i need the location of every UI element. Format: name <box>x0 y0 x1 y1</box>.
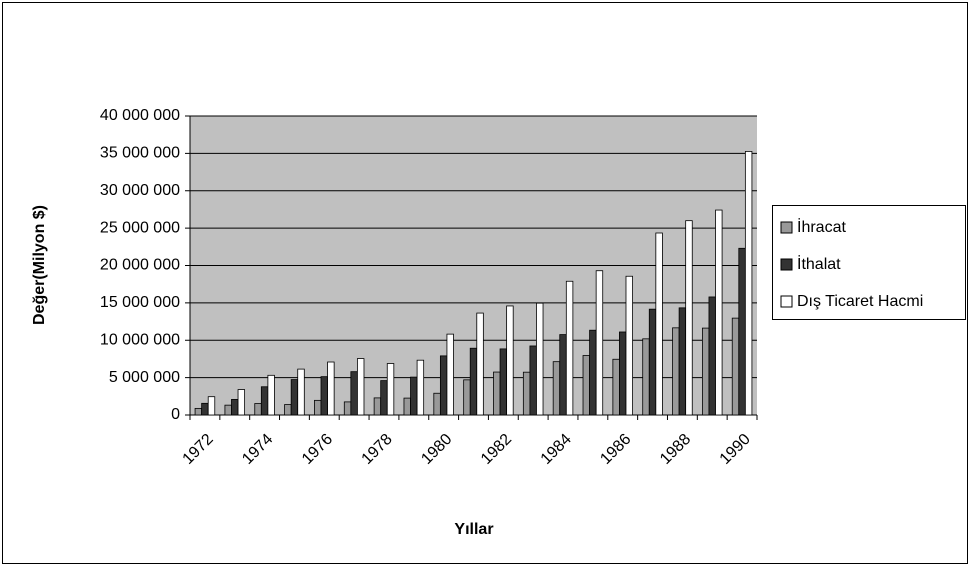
legend-swatch <box>780 221 793 234</box>
bar <box>536 302 544 416</box>
bar <box>284 404 292 416</box>
bar <box>260 386 269 416</box>
bar <box>499 348 508 416</box>
bar <box>433 392 441 416</box>
bar <box>350 371 358 416</box>
bar <box>290 379 299 416</box>
y-axis-title: Değer(Milyon $) <box>31 205 48 325</box>
bar <box>237 389 246 416</box>
bar <box>731 317 740 416</box>
bar <box>619 331 627 416</box>
bar <box>327 361 335 416</box>
bar <box>672 327 680 416</box>
bar <box>314 399 322 416</box>
bar <box>506 305 514 416</box>
bar <box>476 312 484 416</box>
bar <box>416 359 425 416</box>
bar <box>373 397 382 416</box>
bar <box>224 404 232 416</box>
y-tick-label: 0 <box>171 406 180 423</box>
legend-label: Dış Ticaret Hacmi <box>797 293 923 310</box>
bar <box>648 308 657 416</box>
bar <box>194 407 203 416</box>
bar <box>522 371 531 416</box>
bar <box>493 371 501 416</box>
bar <box>254 403 262 416</box>
bar <box>582 355 590 416</box>
bar <box>446 333 454 416</box>
bar <box>403 397 411 416</box>
bar <box>410 376 418 416</box>
y-tick-label: 40 000 000 <box>100 107 180 124</box>
bar <box>744 151 753 416</box>
bar <box>655 232 663 416</box>
bar <box>469 347 478 416</box>
bar <box>708 296 716 416</box>
y-tick-label: 20 000 000 <box>100 257 180 274</box>
bar <box>320 376 328 416</box>
legend-label: İthalat <box>797 254 841 273</box>
bar <box>612 358 620 416</box>
bar <box>715 209 723 416</box>
bar <box>552 361 561 416</box>
y-tick-label: 10 000 000 <box>100 331 180 348</box>
bar <box>529 345 537 416</box>
legend <box>772 205 966 320</box>
bar <box>678 307 687 416</box>
bar <box>207 396 216 416</box>
bar <box>595 270 604 416</box>
bar <box>463 379 471 416</box>
bar <box>625 275 633 416</box>
bar <box>642 338 650 416</box>
bar <box>201 402 209 416</box>
bar <box>589 329 597 416</box>
bar <box>357 358 365 416</box>
y-tick-label: 15 000 000 <box>100 294 180 311</box>
bar <box>386 363 395 416</box>
bar <box>565 280 574 416</box>
y-tick-label: 30 000 000 <box>100 182 180 199</box>
y-tick-label: 5 000 000 <box>109 369 180 386</box>
bar <box>380 380 388 416</box>
legend-label: İhracat <box>797 217 846 236</box>
bar <box>343 401 352 416</box>
x-axis-title: Yıllar <box>454 521 493 538</box>
bar <box>297 368 305 416</box>
legend-swatch <box>780 295 793 308</box>
y-tick-label: 35 000 000 <box>100 145 180 162</box>
bar <box>685 220 693 416</box>
bar <box>738 247 746 416</box>
bar <box>231 399 239 416</box>
legend-swatch <box>780 258 793 271</box>
y-tick-label: 25 000 000 <box>100 219 180 236</box>
bar <box>559 334 567 416</box>
bar <box>439 355 448 416</box>
bar <box>267 374 275 416</box>
bar <box>701 327 710 416</box>
